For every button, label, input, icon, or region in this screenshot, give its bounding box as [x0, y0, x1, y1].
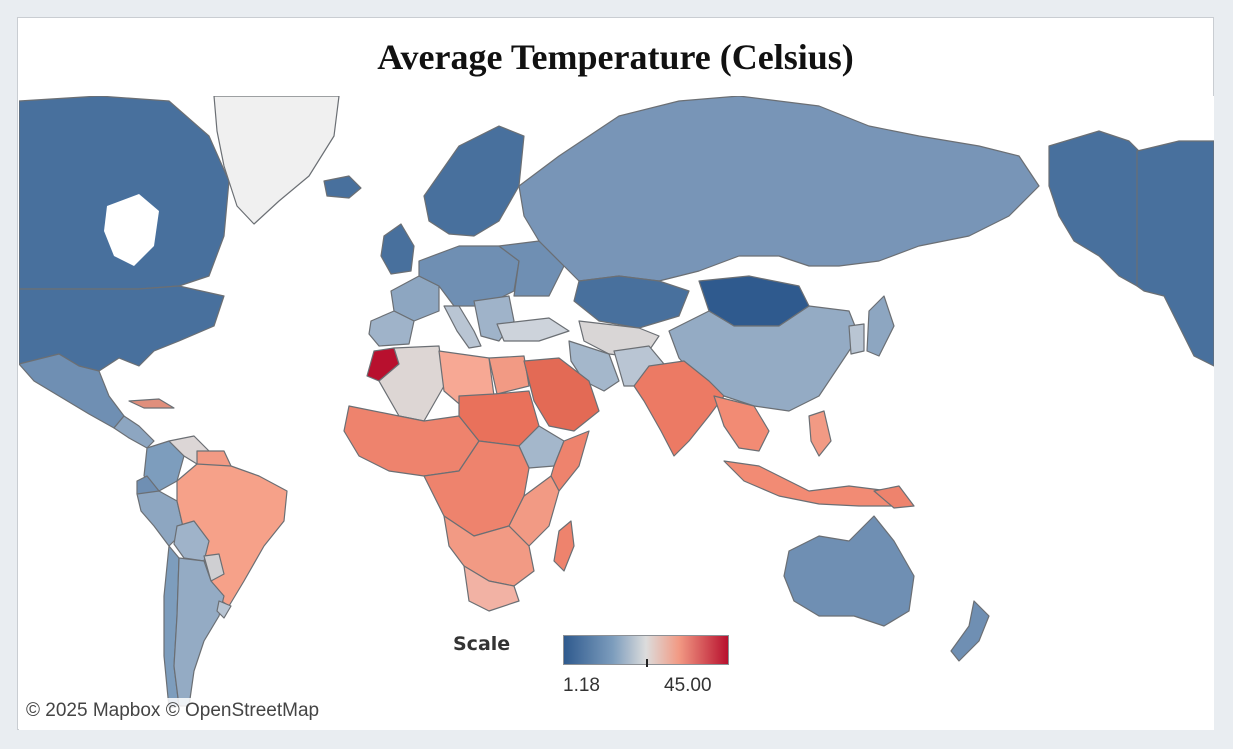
- country-india[interactable]: [633, 360, 725, 457]
- legend-max-label: 45.00: [664, 675, 712, 696]
- world-map-svg[interactable]: [19, 96, 1214, 730]
- country-uruguay[interactable]: [216, 600, 232, 619]
- country-australia[interactable]: [783, 515, 915, 627]
- hudson-bay: [104, 194, 159, 266]
- country-alaska[interactable]: [1048, 130, 1140, 287]
- country-italy[interactable]: [443, 305, 482, 349]
- country-new-zealand[interactable]: [950, 600, 990, 662]
- country-cuba[interactable]: [128, 398, 175, 409]
- map-title: Average Temperature (Celsius): [377, 37, 854, 77]
- color-scale-marker: [646, 659, 648, 667]
- country-southeast-asia[interactable]: [713, 395, 770, 452]
- world-map[interactable]: [19, 96, 1214, 730]
- country-iceland[interactable]: [323, 175, 362, 199]
- map-panel: Average Temperature (Celsius): [17, 17, 1214, 730]
- map-attribution[interactable]: © 2025 Mapbox © OpenStreetMap: [22, 698, 324, 724]
- country-japan[interactable]: [866, 295, 895, 357]
- country-kazakhstan[interactable]: [573, 275, 690, 329]
- country-papua-new-guinea[interactable]: [873, 485, 915, 509]
- country-madagascar[interactable]: [553, 520, 575, 572]
- country-south-africa[interactable]: [463, 565, 520, 612]
- country-scandinavia[interactable]: [423, 125, 525, 237]
- country-egypt[interactable]: [488, 355, 530, 395]
- country-philippines[interactable]: [808, 410, 832, 457]
- country-canada-east[interactable]: [1136, 140, 1214, 367]
- country-southern-africa[interactable]: [443, 515, 535, 587]
- country-turkey[interactable]: [496, 317, 570, 342]
- legend-min-label: 1.18: [563, 675, 600, 696]
- country-uk[interactable]: [380, 223, 415, 275]
- legend-title: Scale: [453, 633, 511, 655]
- country-central-america[interactable]: [113, 415, 155, 449]
- country-greenland[interactable]: [213, 96, 340, 225]
- country-argentina[interactable]: [173, 557, 225, 707]
- country-korea[interactable]: [848, 323, 865, 355]
- country-saudi-arabia[interactable]: [523, 357, 600, 432]
- country-iberia[interactable]: [368, 310, 415, 347]
- country-iran[interactable]: [568, 340, 620, 392]
